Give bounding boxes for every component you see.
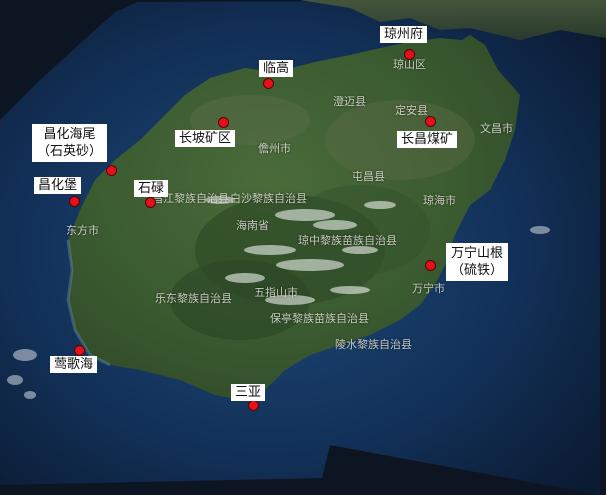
marker-label-qiongzhoufu: 琼州府 (380, 26, 428, 43)
overlay-label-tunchang: 屯昌县 (352, 170, 385, 183)
overlay-label-hainan-province: 海南省 (236, 219, 269, 232)
overlay-label-ledong: 乐东黎族自治县 (155, 292, 232, 305)
marker-label-changpo: 长坡矿区 (175, 130, 236, 147)
overlay-label-qiongzhong: 琼中黎族苗族自治县 (298, 234, 397, 247)
overlay-label-chengmai: 澄迈县 (333, 95, 366, 108)
marker-dot-lingao[interactable] (263, 78, 274, 89)
marker-dot-changjiang-coal[interactable] (425, 116, 436, 127)
overlay-label-baisha: 白沙黎族自治县 (230, 192, 307, 205)
marker-label-wanning-line1: 万宁山根 (451, 246, 504, 261)
overlay-label-qiongshan: 琼山区 (393, 58, 426, 71)
overlay-label-dingan: 定安县 (395, 104, 428, 117)
marker-dot-wanning[interactable] (425, 260, 436, 271)
marker-label-changhua-haiwei: 昌化海尾 （石英砂） (32, 124, 108, 162)
overlay-label-dongfang: 东方市 (66, 224, 99, 237)
marker-dot-changhuabao[interactable] (69, 196, 80, 207)
marker-label-wanning-line2: （硫铁） (451, 263, 504, 278)
marker-label-wanning: 万宁山根 （硫铁） (446, 243, 509, 281)
overlay-label-wenchang: 文昌市 (480, 122, 513, 135)
overlay-label-wuzhishan: 五指山市 (254, 286, 298, 299)
marker-dot-yinggehai[interactable] (74, 345, 85, 356)
marker-label-changhuabao: 昌化堡 (34, 177, 82, 194)
marker-label-changjiang-coal: 长昌煤矿 (397, 131, 458, 148)
overlay-label-qionghai: 琼海市 (423, 194, 456, 207)
marker-dot-sanya[interactable] (248, 400, 259, 411)
marker-label-lingao: 临高 (259, 60, 294, 77)
overlay-label-wanning-city: 万宁市 (412, 282, 445, 295)
marker-label-sanya: 三亚 (231, 384, 266, 401)
marker-label-shilu: 石碌 (134, 180, 169, 197)
marker-label-yinggehai: 莺歌海 (50, 356, 98, 373)
marker-dot-qiongzhoufu[interactable] (404, 49, 415, 60)
marker-dot-changhua-haiwei[interactable] (106, 165, 117, 176)
overlay-label-lingshui: 陵水黎族自治县 (335, 338, 412, 351)
overlay-label-changjiang-county: 昌江黎族自治县 (152, 192, 229, 205)
marker-dot-changpo[interactable] (218, 117, 229, 128)
marker-label-changhua-haiwei-line1: 昌化海尾 (43, 127, 96, 142)
marker-dot-shilu[interactable] (145, 197, 156, 208)
marker-label-changhua-haiwei-line2: （石英砂） (37, 144, 103, 159)
overlay-label-baoting: 保亭黎族苗族自治县 (270, 312, 369, 325)
overlay-label-danzhou: 儋州市 (258, 142, 291, 155)
